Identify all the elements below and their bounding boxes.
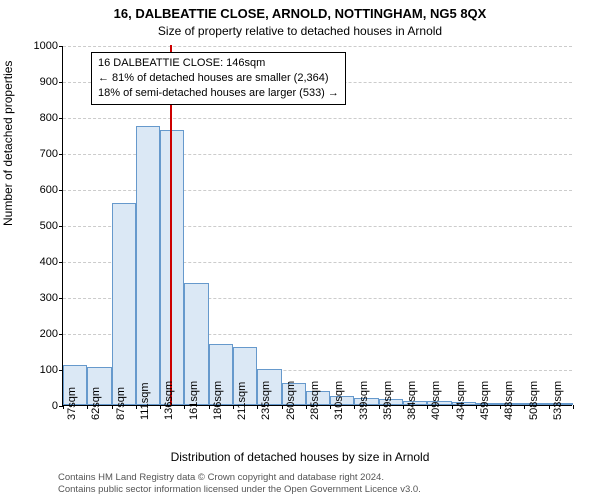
histogram-bar xyxy=(136,126,160,405)
histogram-bar xyxy=(112,203,136,405)
x-tick-mark xyxy=(379,405,380,409)
x-tick-mark xyxy=(63,405,64,409)
y-tick-label: 400 xyxy=(18,256,58,268)
gridline xyxy=(63,118,572,119)
histogram-bar xyxy=(160,130,184,405)
x-tick-mark xyxy=(257,405,258,409)
y-tick-label: 100 xyxy=(18,364,58,376)
chart-title: 16, DALBEATTIE CLOSE, ARNOLD, NOTTINGHAM… xyxy=(0,6,600,21)
x-tick-mark xyxy=(549,405,550,409)
x-tick-mark xyxy=(500,405,501,409)
y-tick-mark xyxy=(59,226,63,227)
y-tick-label: 800 xyxy=(18,112,58,124)
y-tick-label: 200 xyxy=(18,328,58,340)
x-tick-mark xyxy=(282,405,283,409)
annotation-line-1: 16 DALBEATTIE CLOSE: 146sqm xyxy=(98,56,339,71)
y-axis-label: Number of detached properties xyxy=(1,61,15,226)
x-axis-label: Distribution of detached houses by size … xyxy=(0,450,600,464)
y-tick-mark xyxy=(59,262,63,263)
y-tick-mark xyxy=(59,190,63,191)
y-tick-label: 1000 xyxy=(18,40,58,52)
chart-subtitle: Size of property relative to detached ho… xyxy=(0,24,600,38)
x-tick-mark xyxy=(160,405,161,409)
x-tick-mark xyxy=(112,405,113,409)
y-tick-mark xyxy=(59,118,63,119)
y-tick-label: 0 xyxy=(18,400,58,412)
x-tick-mark xyxy=(330,405,331,409)
annotation-line-3: 18% of semi-detached houses are larger (… xyxy=(98,86,339,101)
x-tick-mark xyxy=(573,405,574,409)
annotation-line-2: ← 81% of detached houses are smaller (2,… xyxy=(98,71,339,86)
x-tick-mark xyxy=(524,405,525,409)
y-tick-label: 500 xyxy=(18,220,58,232)
x-tick-mark xyxy=(427,405,428,409)
y-tick-label: 900 xyxy=(18,76,58,88)
x-tick-mark xyxy=(452,405,453,409)
x-tick-mark xyxy=(403,405,404,409)
y-tick-label: 700 xyxy=(18,148,58,160)
y-tick-mark xyxy=(59,334,63,335)
y-tick-mark xyxy=(59,154,63,155)
gridline xyxy=(63,46,572,47)
footer-line-2: Contains public sector information licen… xyxy=(58,484,421,495)
x-tick-mark xyxy=(184,405,185,409)
x-tick-mark xyxy=(136,405,137,409)
chart-container: 16, DALBEATTIE CLOSE, ARNOLD, NOTTINGHAM… xyxy=(0,0,600,500)
x-tick-mark xyxy=(354,405,355,409)
x-tick-mark xyxy=(233,405,234,409)
x-tick-mark xyxy=(209,405,210,409)
y-tick-mark xyxy=(59,46,63,47)
y-tick-mark xyxy=(59,82,63,83)
footer-line-1: Contains HM Land Registry data © Crown c… xyxy=(58,472,384,483)
annotation-box: 16 DALBEATTIE CLOSE: 146sqm ← 81% of det… xyxy=(91,52,346,105)
y-tick-label: 300 xyxy=(18,292,58,304)
y-tick-label: 600 xyxy=(18,184,58,196)
y-tick-mark xyxy=(59,298,63,299)
x-tick-mark xyxy=(476,405,477,409)
x-tick-mark xyxy=(87,405,88,409)
x-tick-mark xyxy=(306,405,307,409)
